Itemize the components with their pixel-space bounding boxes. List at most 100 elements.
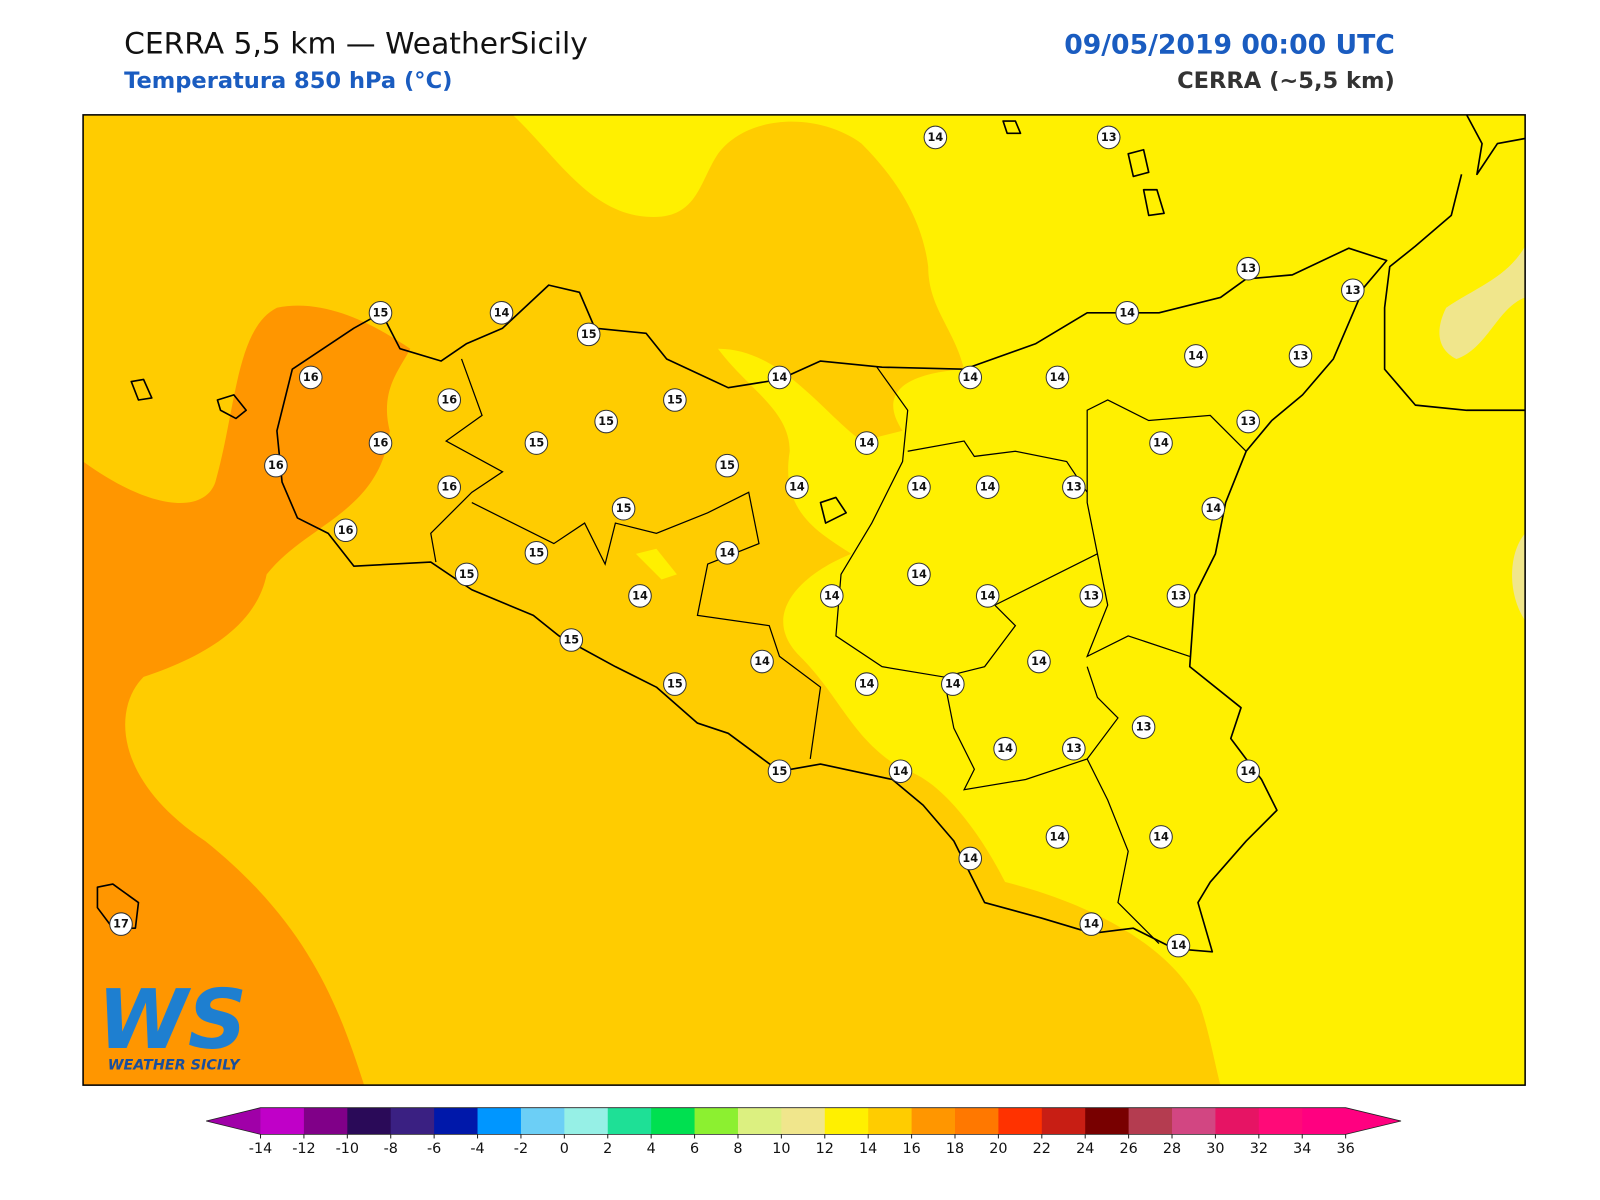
title: CERRA 5,5 km — WeatherSicily (124, 26, 588, 61)
station: 14 (1236, 759, 1260, 784)
colorbar-tick-label: -4 (470, 1141, 484, 1157)
station-value: 15 (598, 415, 614, 428)
station-value: 14 (1205, 502, 1221, 515)
station: 14 (1045, 365, 1070, 390)
station-marker (524, 431, 549, 455)
station: 13 (1236, 256, 1260, 281)
station-value: 16 (441, 394, 457, 407)
station-marker (1027, 649, 1051, 674)
station-marker (767, 759, 792, 784)
colorbar-tick-label: -6 (427, 1141, 441, 1157)
station-marker (958, 846, 983, 871)
station-marker (368, 431, 393, 455)
station-value: 14 (754, 655, 770, 668)
station-value: 14 (945, 678, 961, 691)
colorbar-segment (911, 1107, 956, 1135)
station: 13 (1166, 584, 1191, 608)
station-marker (298, 365, 323, 390)
colorbar-segment (347, 1107, 392, 1135)
station: 15 (715, 453, 739, 478)
colorbar-extend-low (206, 1107, 261, 1135)
station: 15 (663, 388, 687, 412)
station: 15 (611, 496, 636, 521)
station-marker (333, 518, 358, 543)
station-value: 13 (1066, 481, 1082, 494)
station-marker (767, 365, 792, 390)
station-marker (628, 584, 652, 608)
colorbar-tick-label: 36 (1337, 1141, 1355, 1157)
station: 13 (1062, 736, 1086, 761)
station: 14 (958, 365, 983, 390)
station: 16 (264, 453, 288, 478)
station-marker (576, 322, 601, 347)
station-value: 14 (719, 546, 735, 559)
station-value: 15 (459, 568, 475, 581)
station-marker (941, 672, 965, 696)
station: 13 (1341, 278, 1365, 303)
station-marker (1149, 825, 1173, 849)
station-marker (437, 475, 462, 499)
colorbar-segment (434, 1107, 479, 1135)
station: 14 (1166, 933, 1191, 958)
field-16-18 (83, 114, 411, 1086)
station-value: 13 (1083, 589, 1099, 602)
colorbar-segment (1041, 1107, 1086, 1135)
station-value: 14 (1050, 371, 1066, 384)
station-value: 14 (1153, 830, 1169, 843)
station: 16 (437, 388, 462, 412)
station: 13 (1288, 344, 1313, 368)
station-value: 14 (893, 765, 909, 778)
colorbar-tick-label: 10 (772, 1141, 790, 1157)
station: 14 (715, 541, 739, 565)
colorbar-tick-label: 0 (560, 1141, 569, 1157)
station-value: 14 (772, 371, 788, 384)
colorbar-segment (824, 1107, 869, 1135)
sicily-coast (276, 247, 1388, 953)
station-marker (854, 672, 879, 696)
colorbar-tick-label: 22 (1033, 1141, 1051, 1157)
station: 14 (941, 672, 965, 696)
station-marker (1236, 759, 1260, 784)
colorbar-tick-label: 8 (733, 1141, 742, 1157)
island (96, 120, 1165, 930)
station-marker (1184, 344, 1208, 368)
station-value: 14 (911, 481, 927, 494)
station-value: 15 (667, 394, 683, 407)
station: 14 (1149, 431, 1173, 455)
station-marker (975, 584, 1000, 608)
station-value: 14 (980, 481, 996, 494)
station-value: 15 (667, 678, 683, 691)
station: 15 (767, 759, 792, 784)
colorbar-segment (954, 1107, 999, 1135)
station-value: 14 (859, 678, 875, 691)
logo-mark: WS (97, 973, 247, 1068)
station: 13 (1131, 715, 1156, 739)
colorbar-segment (998, 1107, 1043, 1135)
station-value: 15 (772, 765, 788, 778)
station-value: 14 (962, 371, 978, 384)
station: 14 (1149, 825, 1173, 849)
station: 15 (576, 322, 601, 347)
colorbar-tick-label: 28 (1163, 1141, 1181, 1157)
colorbar-tick-label: -8 (384, 1141, 398, 1157)
station-value: 15 (581, 328, 597, 341)
station: 14 (750, 649, 774, 674)
colorbar-segment (303, 1107, 348, 1135)
colorbar-segment (1128, 1107, 1173, 1135)
station: 15 (663, 672, 687, 696)
station: 13 (1096, 125, 1121, 150)
station-value: 16 (338, 524, 354, 537)
station-marker (923, 125, 948, 150)
station-value: 13 (1345, 284, 1361, 297)
station: 16 (368, 431, 393, 455)
station: 14 (854, 431, 879, 455)
station-marker (854, 431, 879, 455)
colorbar-segment (390, 1107, 435, 1135)
station: 14 (1027, 649, 1051, 674)
station-value: 15 (616, 502, 632, 515)
colorbar-tick-label: 34 (1293, 1141, 1311, 1157)
station-marker (750, 649, 774, 674)
colorbar-segment (1172, 1107, 1216, 1135)
station-value: 15 (719, 459, 735, 472)
colorbar-segment (260, 1107, 305, 1135)
